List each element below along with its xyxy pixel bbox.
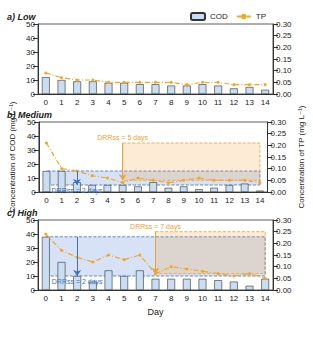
svg-text:30: 30 bbox=[27, 146, 36, 155]
svg-text:14: 14 bbox=[261, 98, 270, 107]
svg-text:0.10: 0.10 bbox=[271, 164, 287, 173]
svg-text:8: 8 bbox=[169, 294, 174, 303]
svg-text:30: 30 bbox=[26, 244, 35, 253]
svg-text:12: 12 bbox=[229, 294, 238, 303]
svg-text:4: 4 bbox=[105, 196, 110, 205]
svg-text:10: 10 bbox=[26, 272, 35, 281]
svg-text:5: 5 bbox=[122, 98, 127, 107]
svg-text:0.00: 0.00 bbox=[271, 188, 287, 197]
svg-text:6: 6 bbox=[138, 98, 143, 107]
svg-text:10: 10 bbox=[194, 196, 203, 205]
svg-text:Concentration of TP (mg L⁻¹): Concentration of TP (mg L⁻¹) bbox=[297, 105, 306, 208]
svg-text:0.10: 0.10 bbox=[276, 66, 292, 75]
svg-text:0.05: 0.05 bbox=[276, 274, 292, 283]
svg-text:0: 0 bbox=[44, 98, 49, 107]
svg-text:DRRss = 2 days: DRRss = 2 days bbox=[52, 278, 103, 286]
svg-text:0.20: 0.20 bbox=[271, 141, 287, 150]
svg-text:50: 50 bbox=[26, 117, 36, 127]
svg-text:DRRss = 5 days: DRRss = 5 days bbox=[97, 134, 148, 142]
svg-text:3: 3 bbox=[91, 294, 96, 303]
svg-text:12: 12 bbox=[229, 98, 238, 107]
svg-text:10: 10 bbox=[198, 98, 207, 107]
svg-text:COD: COD bbox=[210, 12, 228, 21]
svg-text:40: 40 bbox=[27, 132, 36, 141]
svg-text:10: 10 bbox=[26, 76, 35, 85]
svg-text:5: 5 bbox=[122, 294, 127, 303]
svg-text:10: 10 bbox=[198, 294, 207, 303]
svg-text:12: 12 bbox=[225, 196, 234, 205]
svg-text:2: 2 bbox=[75, 98, 80, 107]
svg-text:7: 7 bbox=[153, 294, 158, 303]
svg-text:11: 11 bbox=[210, 196, 219, 205]
svg-text:a) Low: a) Low bbox=[7, 12, 36, 22]
svg-text:2: 2 bbox=[75, 294, 80, 303]
svg-text:14: 14 bbox=[261, 294, 270, 303]
svg-text:0.05: 0.05 bbox=[271, 176, 287, 185]
svg-text:30: 30 bbox=[26, 48, 35, 57]
svg-text:8: 8 bbox=[169, 98, 174, 107]
svg-text:0.25: 0.25 bbox=[276, 227, 292, 236]
svg-text:13: 13 bbox=[245, 294, 254, 303]
svg-text:5: 5 bbox=[120, 196, 125, 205]
svg-text:1: 1 bbox=[59, 196, 64, 205]
svg-text:0: 0 bbox=[44, 196, 49, 205]
svg-text:9: 9 bbox=[185, 98, 190, 107]
svg-text:4: 4 bbox=[106, 294, 111, 303]
svg-text:Day: Day bbox=[147, 307, 164, 317]
svg-text:1: 1 bbox=[59, 294, 64, 303]
svg-text:0: 0 bbox=[31, 90, 36, 99]
svg-text:DRRss = 2 days: DRRss = 2 days bbox=[52, 187, 103, 195]
svg-text:13: 13 bbox=[245, 98, 254, 107]
svg-text:0.25: 0.25 bbox=[276, 31, 292, 40]
svg-text:7: 7 bbox=[153, 98, 158, 107]
svg-text:20: 20 bbox=[26, 62, 35, 71]
svg-text:0: 0 bbox=[31, 188, 36, 197]
svg-text:0.10: 0.10 bbox=[276, 262, 292, 271]
svg-text:0.15: 0.15 bbox=[276, 55, 292, 64]
svg-text:9: 9 bbox=[181, 196, 186, 205]
svg-text:10: 10 bbox=[27, 174, 36, 183]
svg-text:7: 7 bbox=[151, 196, 156, 205]
svg-text:3: 3 bbox=[91, 98, 96, 107]
svg-text:2: 2 bbox=[75, 196, 80, 205]
svg-text:0.00: 0.00 bbox=[276, 286, 292, 295]
svg-text:3: 3 bbox=[90, 196, 95, 205]
svg-text:0.00: 0.00 bbox=[276, 90, 292, 99]
svg-text:0.30: 0.30 bbox=[276, 216, 292, 225]
svg-text:9: 9 bbox=[185, 294, 190, 303]
svg-text:8: 8 bbox=[166, 196, 171, 205]
svg-text:0.20: 0.20 bbox=[276, 239, 292, 248]
svg-text:14: 14 bbox=[255, 196, 264, 205]
svg-text:0.30: 0.30 bbox=[271, 118, 287, 127]
svg-text:6: 6 bbox=[136, 196, 141, 205]
svg-text:11: 11 bbox=[214, 294, 223, 303]
svg-text:TP: TP bbox=[256, 12, 266, 21]
svg-text:11: 11 bbox=[214, 98, 223, 107]
svg-text:50: 50 bbox=[26, 19, 35, 29]
svg-text:20: 20 bbox=[26, 258, 35, 267]
svg-text:b) Medium: b) Medium bbox=[7, 110, 52, 120]
svg-text:4: 4 bbox=[106, 98, 111, 107]
svg-text:0: 0 bbox=[31, 286, 36, 295]
svg-text:0.20: 0.20 bbox=[276, 43, 292, 52]
svg-text:1: 1 bbox=[59, 98, 64, 107]
svg-text:40: 40 bbox=[26, 34, 35, 43]
svg-text:0: 0 bbox=[44, 294, 49, 303]
svg-text:c) High: c) High bbox=[7, 208, 38, 218]
svg-text:0.30: 0.30 bbox=[276, 20, 292, 29]
svg-text:DRRss = 7 days: DRRss = 7 days bbox=[130, 223, 181, 231]
svg-text:40: 40 bbox=[26, 230, 35, 239]
svg-text:Concentration of COD (mg L⁻¹): Concentration of COD (mg L⁻¹) bbox=[7, 101, 17, 213]
svg-text:0.25: 0.25 bbox=[271, 129, 287, 138]
svg-text:0.15: 0.15 bbox=[276, 251, 292, 260]
svg-text:0.05: 0.05 bbox=[276, 78, 292, 87]
svg-text:6: 6 bbox=[138, 294, 143, 303]
svg-text:13: 13 bbox=[240, 196, 249, 205]
svg-text:50: 50 bbox=[26, 215, 35, 225]
svg-text:0.15: 0.15 bbox=[271, 153, 287, 162]
svg-text:20: 20 bbox=[27, 160, 36, 169]
